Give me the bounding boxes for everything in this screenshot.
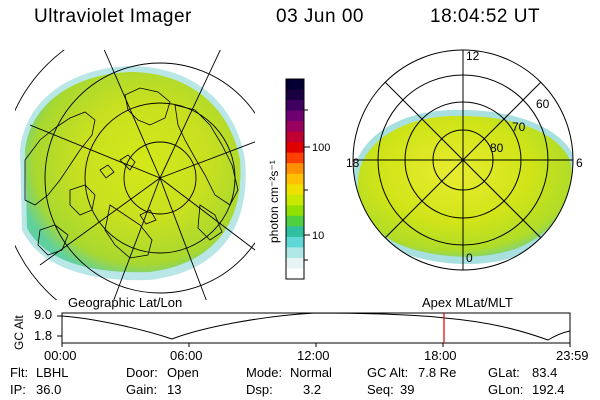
colorbar-swatch: [286, 79, 304, 91]
status-label-door: Door:: [126, 365, 158, 380]
x-tick-1200: 12:00: [297, 348, 330, 363]
right-aurora-image: [357, 115, 572, 257]
colorbar-swatch: [286, 226, 304, 238]
colorbar-swatch: [286, 110, 304, 122]
status-value-seq: 39: [400, 382, 415, 397]
x-tick-0000: 00:00: [44, 348, 77, 363]
status-label-glon: GLon:: [488, 382, 524, 397]
coastline-north-america: [24, 111, 96, 206]
x-tick-2359: 23:59: [556, 348, 589, 363]
status-label-glat: GLat:: [488, 365, 520, 380]
status-label-seq: Seq:: [367, 382, 394, 397]
colorbar-swatch: [286, 121, 304, 133]
coastline-alaska: [37, 224, 69, 256]
colorbar: [285, 78, 310, 280]
y-tick-1-8: 1.8: [34, 328, 53, 343]
status-value-dsp: 3.2: [303, 382, 322, 397]
colorbar-swatch: [286, 236, 304, 249]
colorbar-swatch: [286, 163, 304, 175]
colorbar-swatch: [286, 100, 304, 112]
colorbar-swatch: [286, 215, 304, 227]
gc-alt-timeline: [57, 312, 571, 347]
colorbar-swatch: [286, 257, 304, 270]
geographic-panel: [15, 50, 255, 300]
left-aurora-image: [25, 72, 241, 273]
mlat-label-60: 60: [536, 97, 550, 111]
x-tick-0600: 06:00: [170, 348, 203, 363]
y-tick-9: 9.0: [34, 307, 53, 322]
coastline-siberia: [104, 204, 153, 259]
status-value-door: Open: [167, 365, 199, 380]
colorbar-swatch: [286, 247, 304, 259]
mlat-label-80: 80: [490, 141, 504, 155]
coastline-eurasia: [174, 104, 239, 206]
gc-alt-axis-label: GC Alt: [12, 315, 26, 350]
status-label-ip: IP:: [10, 382, 26, 397]
status-value-gain: 13: [167, 382, 182, 397]
image-time: 18:04:52 UT: [430, 6, 541, 27]
right-panel-label: Apex MLat/MLT: [422, 295, 513, 310]
colorbar-swatch: [286, 268, 304, 280]
status-value-mode: Normal: [290, 365, 332, 380]
mlat-label-70: 70: [512, 120, 526, 134]
magnetic-panel: [352, 49, 574, 271]
colorbar-swatch: [286, 173, 304, 185]
colorbar-swatch: [286, 89, 304, 101]
colorbar-swatch: [286, 142, 304, 154]
mlt-label-0: 0: [466, 251, 473, 265]
status-value-ip: 36.0: [36, 382, 62, 397]
status-label-flt: Flt:: [10, 365, 29, 380]
left-panel-label: Geographic Lat/Lon: [68, 295, 183, 310]
x-tick-1800: 18:00: [424, 348, 457, 363]
colorbar-swatch: [286, 184, 304, 196]
coastline-hudson: [69, 184, 96, 216]
coastline-islands: [99, 154, 157, 225]
status-value-gcalt: 7.8 Re: [418, 365, 457, 380]
colorbar-tick-100: 100: [312, 142, 330, 154]
image-title: Ultraviolet Imager: [34, 6, 192, 27]
image-date: 03 Jun 00: [276, 6, 364, 27]
mlt-label-18: 18: [346, 156, 360, 170]
status-label-mode: Mode:: [246, 365, 283, 380]
colorbar-swatch: [286, 131, 304, 143]
status-label-gcalt: GC Alt:: [367, 365, 409, 380]
mlt-label-6: 6: [576, 156, 583, 170]
coastline-greenland: [124, 87, 171, 126]
gc-alt-curve: [61, 312, 571, 341]
status-label-gain: Gain:: [126, 382, 158, 397]
status-value-flt: LBHL: [36, 365, 69, 380]
status-label-dsp: Dsp:: [246, 382, 273, 397]
colorbar-tick-10: 10: [312, 230, 324, 242]
colorbar-title: photon cm⁻²s⁻¹: [267, 160, 281, 243]
colorbar-swatch: [286, 205, 304, 217]
status-value-glat: 83.4: [532, 365, 558, 380]
colorbar-swatch: [286, 194, 304, 206]
colorbar-swatch: [286, 152, 304, 164]
status-value-glon: 192.4: [532, 382, 565, 397]
mlt-label-12: 12: [466, 49, 480, 63]
coastline-europe: [197, 204, 223, 241]
